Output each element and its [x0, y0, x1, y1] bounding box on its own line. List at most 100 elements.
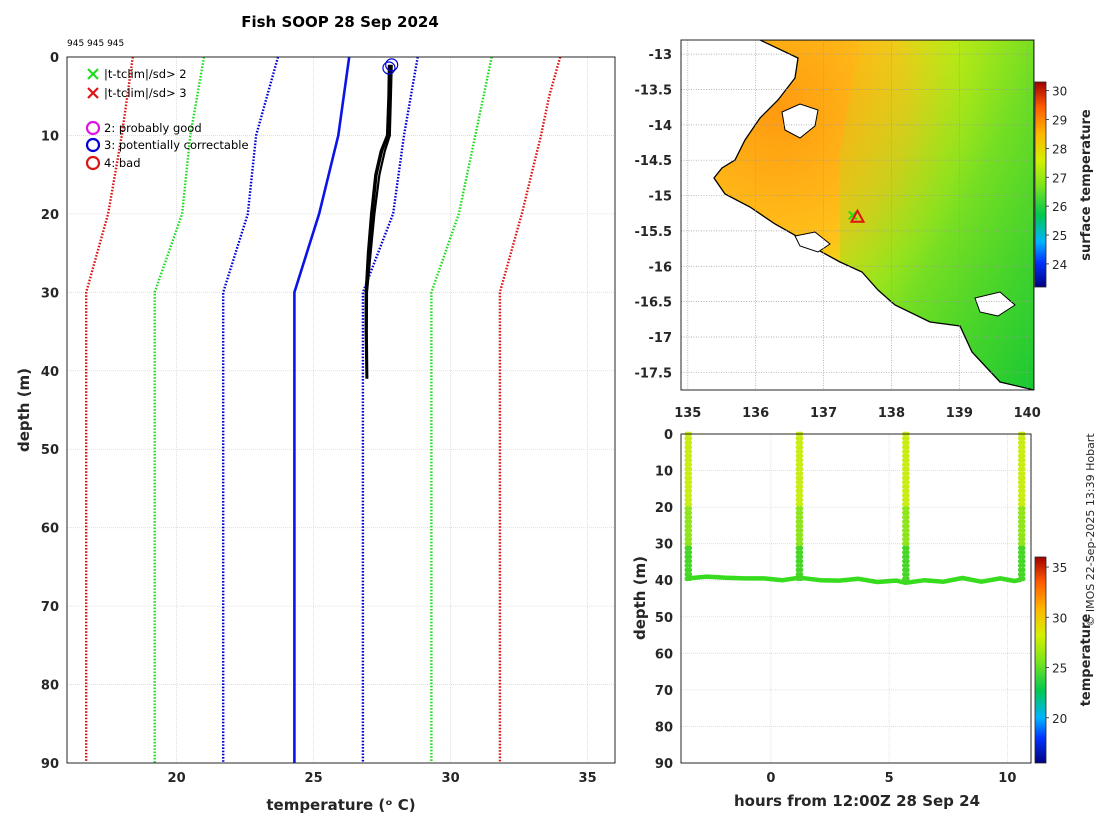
ts-cast-point	[798, 523, 804, 529]
ts-cast-point	[904, 466, 910, 472]
ts-ytick-label: 80	[655, 720, 673, 735]
ts-cast-point	[687, 558, 693, 564]
ts-cast-point	[798, 514, 804, 520]
ts-ytick-label: 30	[655, 538, 673, 553]
ts-xlabel: hours from 12:00Z 28 Sep 24	[734, 792, 980, 810]
ts-cast-point	[1020, 479, 1026, 485]
ts-cast-point	[904, 471, 910, 476]
ts-cast-point	[904, 528, 910, 533]
profile-flag-marker	[382, 61, 396, 75]
ts-cast-point	[798, 541, 804, 547]
ts-ylabel: depth (m)	[631, 556, 649, 640]
profile-legend: |t-tclim|/sd> 2 |t-tclim|/sd> 3 2: probabl…	[85, 67, 249, 171]
ts-cast-point	[1020, 554, 1026, 560]
ts-cast-point	[1020, 563, 1026, 568]
ts-cast-point	[687, 440, 693, 446]
ts-cast-point	[798, 510, 804, 516]
ts-cast-point	[798, 449, 804, 454]
ts-cast-point	[687, 493, 693, 498]
ts-cast-point	[904, 567, 910, 573]
sst-colorbar-ticks: 24 25 26 27 28 29 30	[1046, 85, 1067, 272]
ts-ticks: 0 5 10 0 10 20 30 40 50 60 70 80 90	[655, 428, 1016, 786]
ts-cast-point	[904, 453, 910, 459]
sst-colorbar-tick-label: 29	[1052, 114, 1067, 128]
ts-cast-point	[687, 541, 693, 547]
map-xtick-label: 138	[878, 406, 905, 421]
profile-ytick-label: 10	[41, 129, 59, 144]
profile-ytick-label: 60	[41, 522, 59, 537]
sst-colorbar-label: surface temperature	[1079, 109, 1094, 261]
profile-series-line	[222, 56, 280, 763]
ts-cast-point	[687, 528, 693, 533]
ts-cast-point	[798, 554, 804, 560]
ts-cast-point	[798, 488, 804, 494]
ts-cast-point	[1020, 519, 1026, 525]
sst-colorbar-tick-label: 24	[1052, 258, 1067, 272]
profile-ticks: 20 25 30 35 0 10 20 30 40 50 60 70 80 90	[41, 51, 597, 786]
legend-label: |t-tclim|/sd> 2	[104, 67, 187, 81]
ts-cast-point	[1020, 475, 1026, 481]
ts-cast-point	[1020, 471, 1026, 476]
ts-cast-point	[687, 449, 693, 454]
ts-cast-point	[1020, 523, 1026, 529]
ts-cast-point	[687, 514, 693, 520]
ts-cast-point	[687, 497, 693, 503]
ts-cast-point	[687, 453, 693, 459]
credit-label: © IMOS 22-Sep-2025 13:39 Hobart	[1084, 433, 1097, 627]
ts-cast-point	[687, 471, 693, 476]
ts-cast-point	[904, 449, 910, 454]
map-xtick-label: 135	[674, 406, 701, 421]
ts-cast-point	[687, 506, 693, 511]
map-triangle-marker	[849, 208, 866, 223]
ts-cast-point	[904, 479, 910, 485]
ts-cast-point	[904, 541, 910, 547]
ts-cast-point	[798, 519, 804, 525]
profile-lines	[85, 56, 562, 763]
map-markers	[848, 208, 866, 223]
legend-x-marker	[87, 68, 99, 80]
profile-ytick-label: 90	[41, 757, 59, 772]
profile-ytick-label: 80	[41, 679, 59, 694]
ts-cast-point	[904, 563, 910, 568]
ts-cast-point	[1020, 571, 1026, 577]
sst-colorbar-tick-label: 27	[1052, 171, 1067, 185]
map-grid	[681, 40, 1034, 390]
ts-cast-point	[1020, 532, 1026, 538]
ts-cast-point	[798, 466, 804, 472]
ts-cast-point	[904, 475, 910, 481]
map-xtick-label: 136	[742, 406, 769, 421]
ts-cast-point	[904, 444, 910, 450]
profile-series-line	[364, 64, 390, 379]
sst-colorbar	[1034, 81, 1047, 288]
island-1	[781, 103, 819, 139]
ts-cast-point	[1020, 576, 1026, 582]
map-ytick-label: -14	[649, 119, 673, 134]
ts-xtick-label: 0	[766, 771, 775, 786]
ts-cast-point	[1020, 462, 1026, 468]
profile-ytick-label: 50	[41, 443, 59, 458]
profile-series-line	[85, 56, 134, 763]
ts-bottom-track	[687, 574, 1022, 586]
ts-cast-point	[798, 506, 804, 511]
ts-cast-point	[904, 501, 910, 507]
profile-ytick-label: 20	[41, 208, 59, 223]
ts-xtick-label: 5	[885, 771, 894, 786]
ts-cast-point	[1020, 510, 1026, 516]
ts-cast-point	[1020, 453, 1026, 459]
ts-cast-point	[904, 554, 910, 560]
legend-circle-marker	[85, 137, 101, 153]
ts-cast-point	[1020, 567, 1026, 573]
temp-colorbar-tick-label: 30	[1052, 611, 1067, 625]
ts-cast-point	[687, 519, 693, 525]
ts-cast-point	[1020, 457, 1026, 463]
ts-cast-point	[1020, 528, 1026, 533]
ts-cast-point	[687, 484, 693, 490]
map-xtick-label: 140	[1014, 406, 1041, 421]
ts-ytick-label: 70	[655, 684, 673, 699]
sst-colorbar-tick-label: 26	[1052, 200, 1067, 214]
ts-cast-point	[798, 532, 804, 538]
ts-cast-point	[904, 550, 910, 555]
map-axes-frame	[680, 39, 1035, 391]
legend-circle-marker	[85, 120, 101, 136]
